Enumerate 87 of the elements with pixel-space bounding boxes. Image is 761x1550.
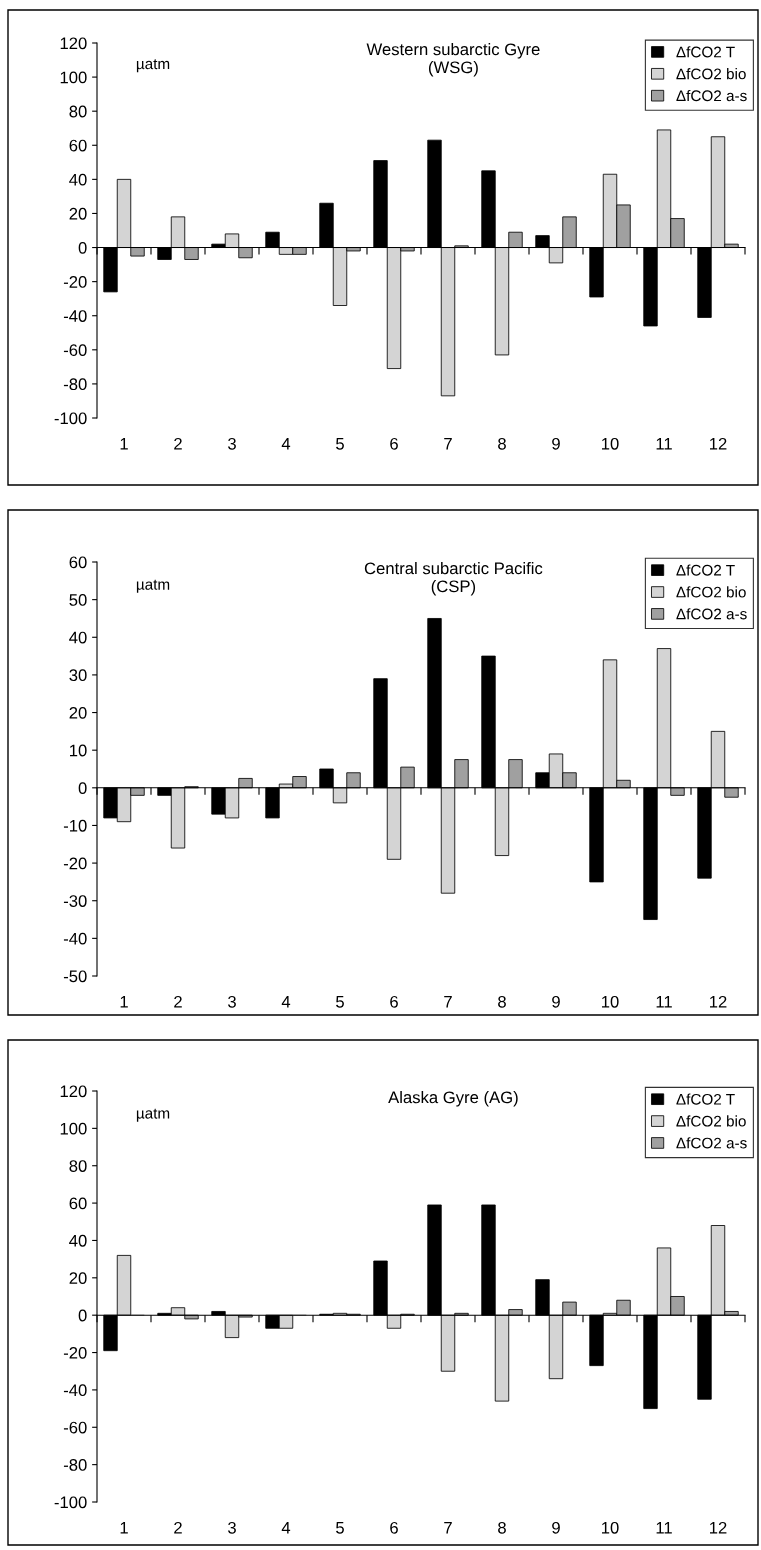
annotation: µatm <box>136 1108 170 1122</box>
text: Western subarctic Gyre (WSG) <box>366 43 540 77</box>
y-tick-label: 60 <box>69 139 87 152</box>
x-tick-label: 8 <box>498 437 506 450</box>
y-tick-label: -40 <box>63 310 87 322</box>
y-tick-label: -80 <box>63 1459 87 1471</box>
y-tick-label: 0 <box>78 782 87 795</box>
y-tick-label: -20 <box>63 276 87 288</box>
legend-label: ΔfCO2 T <box>676 46 735 58</box>
x-tick-label: 11 <box>656 996 672 1008</box>
annotation: µatm <box>136 59 170 73</box>
x-tick-label: 5 <box>336 1522 344 1534</box>
x-tick-label: 9 <box>552 1521 560 1534</box>
x-tick-label: 8 <box>498 995 506 1008</box>
x-tick-label: 1 <box>120 1522 128 1534</box>
x-tick-label: 10 <box>602 995 619 1008</box>
x-tick-label: 11 <box>656 438 672 450</box>
x-tick-label: 2 <box>174 995 182 1008</box>
x-tick-label: 7 <box>444 438 452 450</box>
x-tick-label: 4 <box>281 996 291 1008</box>
y-tick-label: 40 <box>69 1234 87 1247</box>
y-tick-label: 60 <box>69 556 87 569</box>
y-tick-label: 50 <box>69 594 87 606</box>
y-tick-label: 120 <box>60 37 87 50</box>
y-tick-label: -100 <box>54 1496 87 1509</box>
y-tick-label: 10 <box>70 744 87 757</box>
x-tick-label: 3 <box>228 437 236 450</box>
y-tick-label: -40 <box>63 932 87 945</box>
y-tick-label: -100 <box>54 412 87 425</box>
legend-label: ΔfCO2 T <box>676 564 735 576</box>
y-tick-label: 100 <box>60 71 87 84</box>
x-tick-label: 9 <box>552 995 560 1008</box>
x-tick-label: 6 <box>390 995 398 1008</box>
x-tick-label: 2 <box>174 437 182 450</box>
y-tick-label: 120 <box>60 1085 87 1098</box>
x-tick-label: 7 <box>444 996 452 1008</box>
y-tick-label: 80 <box>69 105 87 118</box>
x-tick-label: 11 <box>656 1522 672 1534</box>
y-tick-label: 0 <box>78 241 87 254</box>
y-tick-label: 80 <box>69 1160 87 1172</box>
x-tick-label: 3 <box>228 1521 236 1534</box>
legend-label: ΔfCO2 a-s <box>676 89 747 102</box>
y-tick-label: 20 <box>69 706 87 719</box>
x-tick-label: 4 <box>281 1522 291 1534</box>
y-tick-label: -60 <box>63 344 87 357</box>
x-tick-label: 12 <box>710 995 727 1008</box>
x-tick-label: 2 <box>174 1521 182 1534</box>
y-tick-label: 60 <box>69 1197 87 1210</box>
y-tick-label: 0 <box>78 1309 87 1322</box>
x-tick-label: 6 <box>390 1521 398 1534</box>
y-tick-label: 20 <box>69 1272 87 1285</box>
legend-label: ΔfCO2 bio <box>676 1115 746 1127</box>
y-tick-label: -50 <box>63 970 87 983</box>
x-tick-label: 7 <box>444 1522 452 1534</box>
y-tick-label: -40 <box>63 1384 87 1397</box>
annotation: µatm <box>136 579 170 593</box>
x-tick-label: 10 <box>602 437 619 450</box>
x-tick-label: 9 <box>552 437 560 450</box>
y-tick-label: -60 <box>63 1421 87 1434</box>
y-tick-label: 40 <box>69 173 87 186</box>
y-tick-label: 100 <box>60 1122 87 1135</box>
x-tick-label: 1 <box>120 996 128 1008</box>
x-tick-label: 12 <box>710 437 727 450</box>
x-tick-label: 5 <box>336 438 344 450</box>
x-tick-label: 1 <box>120 438 128 450</box>
text: Central subarctic Pacific (CSP) <box>364 562 543 596</box>
legend-label: ΔfCO2 bio <box>676 586 746 598</box>
y-tick-label: -30 <box>63 895 87 907</box>
y-tick-label: -20 <box>63 857 87 870</box>
x-tick-label: 8 <box>498 1521 506 1534</box>
y-tick-label: 20 <box>69 207 87 220</box>
y-tick-label: -80 <box>63 378 87 391</box>
legend-label: ΔfCO2 bio <box>676 68 746 80</box>
x-tick-label: 10 <box>602 1521 619 1534</box>
x-tick-label: 12 <box>710 1521 727 1534</box>
x-tick-label: 4 <box>281 438 291 450</box>
y-tick-label: -10 <box>63 819 87 832</box>
x-tick-label: 6 <box>390 437 398 450</box>
y-tick-label: 30 <box>69 669 87 682</box>
legend-label: ΔfCO2 a-s <box>676 608 747 620</box>
y-tick-label: 40 <box>69 631 87 644</box>
y-tick-label: -20 <box>63 1346 87 1359</box>
x-tick-label: 3 <box>228 995 236 1008</box>
x-tick-label: 5 <box>336 996 344 1008</box>
legend-label: ΔfCO2 a-s <box>676 1137 747 1149</box>
legend-label: ΔfCO2 T <box>676 1093 735 1105</box>
chart-title: Alaska Gyre (AG) <box>388 1091 518 1107</box>
